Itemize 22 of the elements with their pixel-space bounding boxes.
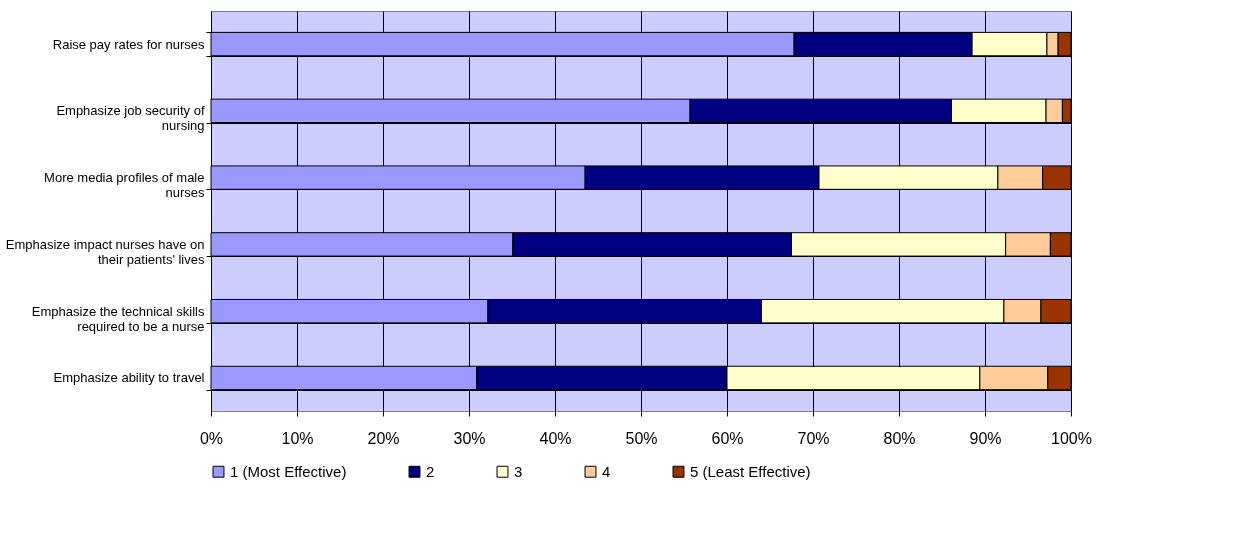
y-tick-label: More media profiles of male nurses bbox=[44, 170, 205, 201]
y-tick-label: Emphasize the technical skills required to be a nurse bbox=[31, 303, 205, 334]
x-tick-label: 10% bbox=[281, 429, 314, 447]
x-tick-label: 40% bbox=[539, 429, 572, 447]
x-tick-label: 0% bbox=[199, 429, 224, 447]
x-tick-label: 20% bbox=[367, 429, 400, 447]
legend-label: 1 (Most Effective) bbox=[230, 462, 347, 480]
legend-label: 2 bbox=[426, 462, 435, 480]
x-tick-label: 30% bbox=[453, 429, 486, 447]
x-tick-label: 100% bbox=[1051, 429, 1092, 447]
legend-label: 3 bbox=[514, 462, 523, 480]
legend-label: 4 bbox=[602, 462, 611, 480]
x-tick-label: 90% bbox=[969, 429, 1002, 447]
x-tick-label: 60% bbox=[711, 429, 744, 447]
y-tick-label: Emphasize impact nurses have on their patients' lives bbox=[5, 236, 205, 267]
y-tick-label: Emphasize job security of nursing bbox=[56, 103, 205, 134]
x-tick-label: 70% bbox=[797, 429, 830, 447]
y-tick-label: Raise pay rates for nurses bbox=[52, 36, 205, 52]
y-tick-label: Emphasize ability to travel bbox=[53, 370, 205, 386]
legend-label: 5 (Least Effective) bbox=[690, 462, 811, 480]
x-tick-label: 80% bbox=[883, 429, 916, 447]
x-tick-label: 50% bbox=[625, 429, 658, 447]
